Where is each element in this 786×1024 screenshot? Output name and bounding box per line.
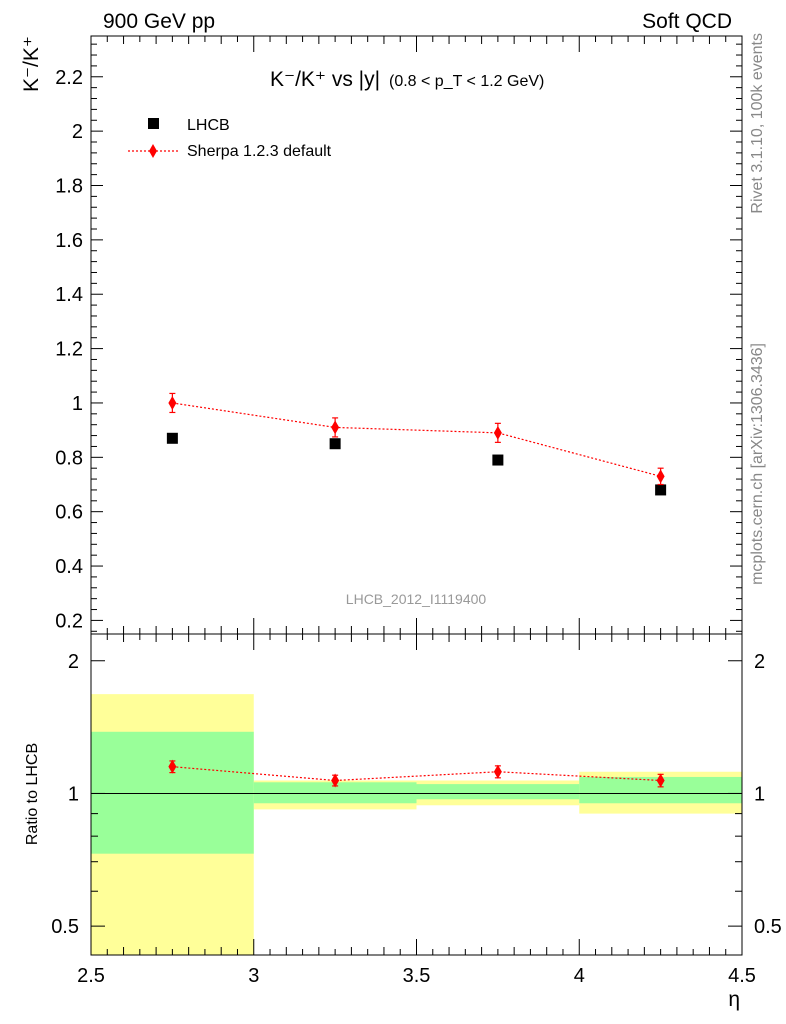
main-ytick-label: 1.2 [55,339,83,361]
legend-lhcb-label: LHCB [187,117,230,134]
legend-sherpa-marker [149,144,157,158]
ratio-axes: 0.5 0.5 1 1 2 2 2.5 3 3.5 4 4.5 [51,633,782,987]
sherpa-point [168,395,177,410]
main-axes: 0.2 0.4 0.6 0.8 1 1.2 1.4 1.6 1.8 2 2.2 [55,35,743,635]
ratio-xtick-label: 2.5 [77,965,105,987]
ratio-xtick-label: 3 [248,965,259,987]
ratio-panel: 0.5 0.5 1 1 2 2 2.5 3 3.5 4 4.5 Ratio to LHCB η [24,633,782,1011]
ratio-ytick-label: 1 [68,783,79,805]
sherpa-point [493,425,502,440]
ratio-sherpa-point [656,773,665,788]
sherpa-line [172,402,661,477]
ratio-ytick-label-right: 1 [754,783,765,805]
mcplots-site-label: mcplots.cern.ch [arXiv:1306.3436] [749,343,766,585]
main-title-cut: (0.8 < p_T < 1.2 GeV) [389,73,544,90]
main-data-marks [166,392,667,496]
sherpa-point [331,420,340,435]
main-ytick-label: 0.8 [55,447,83,469]
main-ytick-label: 1 [72,393,83,415]
ratio-xtick-label: 4 [574,965,585,987]
main-panel: 0.2 0.4 0.6 0.8 1 1.2 1.4 1.6 1.8 2 2.2 K⁻/K⁺ vs |… [20,35,743,635]
rivet-version-label: Rivet 3.1.10, 100k events [749,33,766,214]
main-ytick-label: 1.6 [55,230,83,252]
sherpa-point [656,469,665,484]
main-ytick-label: 1.8 [55,176,83,198]
ratio-band-inner [253,782,417,804]
main-ylabel: K⁻/K⁺ [20,36,43,92]
ratio-ytick-label-right: 2 [754,651,765,673]
legend-lhcb-marker [148,118,159,129]
main-title-text: K⁻/K⁺ vs |y| [270,68,380,91]
main-ytick-label: 0.2 [55,610,83,632]
ratio-sherpa-line [172,766,661,782]
main-ytick-label: 1.4 [55,284,83,306]
ratio-bands [91,694,742,955]
ratio-ytick-label: 0.5 [51,916,79,938]
header-left-label: 900 GeV pp [103,10,215,33]
ratio-xtick-label: 4.5 [728,965,756,987]
main-ytick-label: 2 [72,121,83,143]
main-ytick-label: 0.4 [55,556,83,578]
lhcb-point [655,484,667,496]
lhcb-point [329,438,341,450]
ratio-sherpa-point [168,759,177,774]
ratio-sherpa-point [331,773,340,788]
analysis-watermark: LHCB_2012_I1119400 [346,591,487,607]
ratio-band-inner [91,731,254,854]
ratio-ytick-label: 2 [68,651,79,673]
header-right-label: Soft QCD [642,10,732,33]
ratio-ylabel: Ratio to LHCB [24,743,41,845]
main-title: K⁻/K⁺ vs |y| [270,68,380,91]
ratio-xtick-label: 3.5 [403,965,431,987]
ratio-data-marks [168,759,665,788]
lhcb-point [492,454,504,466]
main-ytick-label: 2.2 [55,67,83,89]
ratio-sherpa-point [493,764,502,779]
lhcb-point [166,432,178,444]
x-axis-label: η [728,988,740,1011]
legend: LHCB Sherpa 1.2.3 default [128,117,332,160]
ratio-ytick-label-right: 0.5 [754,916,782,938]
main-ytick-label: 0.6 [55,502,83,524]
ratio-band-inner [416,784,580,800]
legend-sherpa-label: Sherpa 1.2.3 default [187,143,332,160]
